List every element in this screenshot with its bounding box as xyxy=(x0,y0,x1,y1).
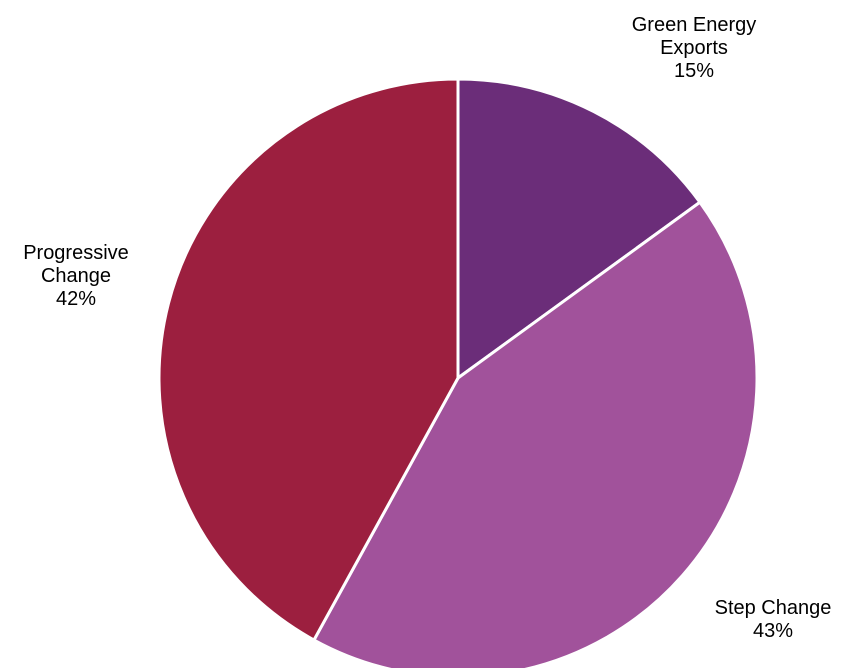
pie-slice-green-energy-exports xyxy=(456,77,702,380)
slice-label-line: Change xyxy=(41,265,111,287)
slice-label-green-energy-exports: Green Energy Exports 15% xyxy=(632,14,757,82)
slice-label-line: Exports xyxy=(660,37,728,59)
slice-label-line: 43% xyxy=(753,620,793,642)
pie-labels: Green Energy Exports 15% Step Change 43% Prog… xyxy=(23,14,831,642)
pie-slice-step-change xyxy=(312,200,759,668)
slice-label-line: 42% xyxy=(56,288,96,310)
pie-slices xyxy=(157,77,759,668)
slice-label-progressive-change: Progressive Change 42% xyxy=(23,242,129,310)
slice-label-line: Step Change xyxy=(715,597,832,619)
pie-slice-progressive-change xyxy=(157,77,460,642)
slice-label-line: 15% xyxy=(674,60,714,82)
slice-label-line: Green Energy xyxy=(632,14,757,36)
slice-label-line: Progressive xyxy=(23,242,129,264)
slice-label-step-change: Step Change 43% xyxy=(715,597,832,642)
